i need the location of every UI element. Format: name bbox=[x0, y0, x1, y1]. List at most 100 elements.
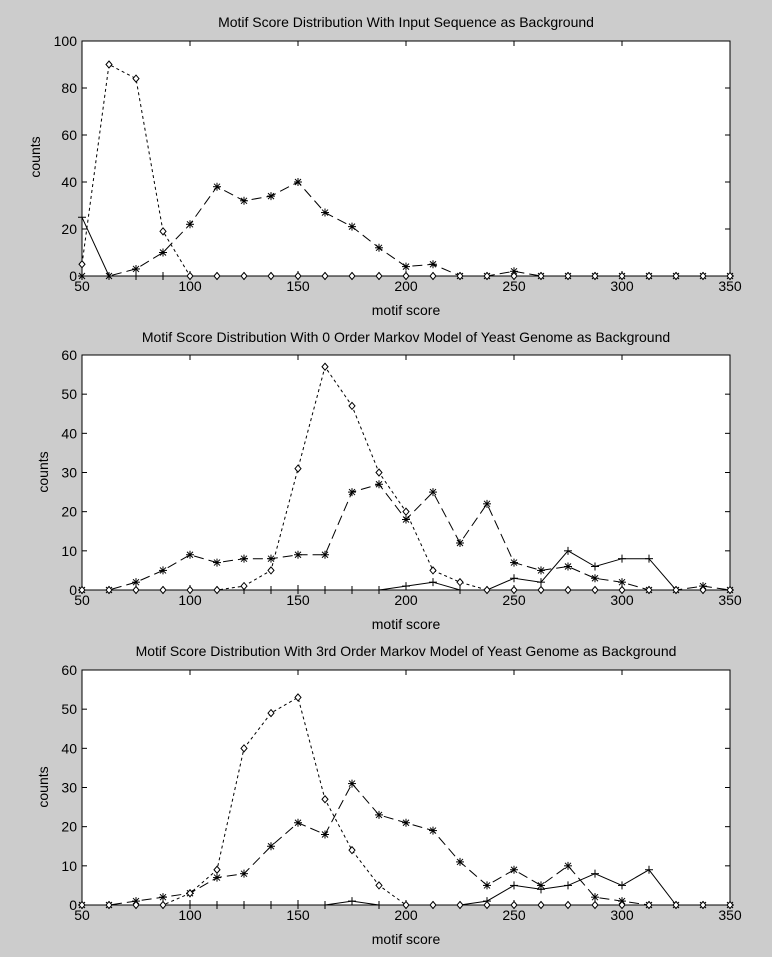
chart-2-plus-marker bbox=[645, 554, 653, 563]
chart-2-y-tick-label: 30 bbox=[61, 465, 77, 481]
chart-2-x-tick-label: 100 bbox=[178, 592, 202, 608]
chart-1-diamond-marker bbox=[375, 271, 383, 281]
chart-1-plus-marker bbox=[132, 272, 140, 280]
chart-3: Motif Score Distribution With 3rd Order … bbox=[35, 643, 742, 947]
chart-1-y-tick-label: 100 bbox=[54, 33, 78, 49]
chart-2-y-tick-label: 60 bbox=[61, 347, 77, 363]
chart-3-diamond-marker bbox=[510, 900, 518, 910]
chart-2-diamond-marker bbox=[78, 585, 86, 595]
chart-2-plus-marker bbox=[429, 578, 437, 587]
chart-2-star-marker bbox=[564, 562, 572, 571]
chart-1-diamond-marker bbox=[510, 271, 518, 281]
chart-1-x-tick-label: 150 bbox=[286, 278, 310, 294]
chart-2-title: Motif Score Distribution With 0 Order Ma… bbox=[142, 329, 670, 345]
chart-3-x-tick-label: 350 bbox=[718, 907, 742, 923]
chart-3-diamond-marker bbox=[483, 900, 491, 910]
chart-3-y-tick-label: 60 bbox=[61, 662, 77, 678]
chart-1-axes-box bbox=[81, 40, 731, 277]
chart-1-y-tick-label: 80 bbox=[61, 80, 77, 96]
chart-1-diamond-marker bbox=[483, 271, 491, 281]
chart-2-x-axis-label: motif score bbox=[372, 616, 441, 632]
chart-3-diamond-marker bbox=[186, 888, 194, 898]
chart-2-plus-marker bbox=[618, 554, 626, 563]
chart-3-diamond-marker bbox=[645, 900, 653, 910]
chart-1-diamond-marker bbox=[78, 259, 86, 269]
chart-3-star-marker bbox=[537, 881, 545, 890]
chart-1-diamond-marker bbox=[402, 271, 410, 281]
chart-3-plus-marker bbox=[240, 901, 248, 909]
chart-2-star-marker bbox=[159, 566, 167, 575]
chart-1-diamond-marker bbox=[456, 271, 464, 281]
chart-3-diamond-marker bbox=[591, 900, 599, 910]
chart-1-diamond-marker bbox=[267, 271, 275, 281]
chart-2-x-tick-label: 50 bbox=[74, 592, 90, 608]
chart-2-star-marker bbox=[618, 578, 626, 587]
chart-1-star-marker bbox=[186, 220, 194, 229]
chart-3-plot-area: 50 100 150 200 250 300 350 0 10 20 30 40 50 60 bbox=[61, 662, 741, 923]
chart-1-y-tick-label: 40 bbox=[61, 174, 77, 190]
chart-2-diamond-marker bbox=[699, 585, 707, 595]
chart-2-diamond-marker bbox=[483, 585, 491, 595]
chart-1-diamond-marker bbox=[564, 271, 572, 281]
chart-2-plus-marker bbox=[375, 586, 383, 594]
chart-2-star-marker bbox=[510, 558, 518, 567]
chart-1-star-marker bbox=[321, 208, 329, 217]
chart-2-diamond-marker bbox=[591, 585, 599, 595]
chart-1-plus-marker bbox=[159, 272, 167, 280]
chart-1-x-axis-label: motif score bbox=[372, 302, 441, 318]
chart-3-diamond-marker bbox=[78, 900, 86, 910]
chart-2-star-marker bbox=[321, 550, 329, 559]
chart-2-diamond-marker bbox=[618, 585, 626, 595]
chart-3-plus-marker bbox=[591, 869, 599, 878]
chart-1-x-tick-label: 350 bbox=[718, 278, 742, 294]
chart-1-star-marker bbox=[159, 248, 167, 257]
chart-2-plot-area: 50 100 150 200 250 300 350 0 10 20 30 40 50 60 bbox=[61, 347, 741, 608]
chart-1-star-marker bbox=[78, 272, 86, 280]
chart-3-star-marker bbox=[510, 865, 518, 874]
chart-2-diamond-marker bbox=[105, 585, 113, 595]
chart-3-plus-marker bbox=[510, 881, 518, 890]
chart-2-plus-marker bbox=[537, 578, 545, 587]
chart-1-star-marker bbox=[402, 262, 410, 271]
chart-2-diamond-marker bbox=[213, 585, 221, 595]
chart-2-diamond-marker bbox=[537, 585, 545, 595]
chart-3-diamond-marker bbox=[429, 900, 437, 910]
chart-3-star-marker bbox=[267, 842, 275, 851]
chart-2-axes-box bbox=[81, 354, 731, 591]
chart-1-title: Motif Score Distribution With Input Sequ… bbox=[218, 14, 594, 30]
chart-1-diamond-marker bbox=[537, 271, 545, 281]
chart-2: Motif Score Distribution With 0 Order Ma… bbox=[35, 329, 742, 632]
chart-1-x-tick-label: 300 bbox=[610, 278, 634, 294]
chart-1-star-marker bbox=[240, 196, 248, 205]
chart-2-star-marker bbox=[240, 554, 248, 563]
chart-2-x-tick-label: 150 bbox=[286, 592, 310, 608]
chart-2-diamond-marker bbox=[402, 507, 410, 516]
chart-2-plus-marker bbox=[564, 546, 572, 555]
chart-3-y-tick-label: 0 bbox=[69, 897, 77, 913]
chart-1-star-marker bbox=[429, 260, 437, 269]
chart-1-diamond-marker bbox=[240, 271, 248, 281]
chart-3-diamond-marker bbox=[348, 845, 356, 855]
chart-2-diamond-marker bbox=[159, 585, 167, 595]
chart-3-diamond-marker bbox=[159, 900, 167, 910]
chart-2-plus-marker bbox=[402, 582, 410, 591]
chart-2-star-marker bbox=[132, 578, 140, 587]
chart-2-plus-marker bbox=[510, 574, 518, 583]
chart-3-y-axis-label: counts bbox=[35, 766, 51, 807]
chart-1-diamond-marker bbox=[699, 271, 707, 281]
chart-3-diamond-marker bbox=[294, 693, 302, 702]
chart-2-diamond-marker bbox=[726, 585, 734, 595]
chart-2-x-tick-label: 300 bbox=[610, 592, 634, 608]
chart-2-diamond-marker bbox=[375, 468, 383, 477]
chart-2-diamond-marker bbox=[267, 566, 275, 575]
chart-1-diamond-marker bbox=[105, 60, 113, 69]
chart-1-diamond-marker bbox=[321, 271, 329, 281]
chart-3-diamond-marker bbox=[321, 794, 329, 804]
chart-3-axes-box bbox=[81, 669, 731, 906]
chart-3-star-marker bbox=[483, 881, 491, 890]
chart-2-diamond-marker bbox=[510, 585, 518, 595]
chart-3-star-marker bbox=[402, 818, 410, 827]
chart-3-plus-marker bbox=[267, 901, 275, 909]
chart-2-star-marker bbox=[186, 550, 194, 559]
chart-3-x-axis-label: motif score bbox=[372, 931, 441, 947]
